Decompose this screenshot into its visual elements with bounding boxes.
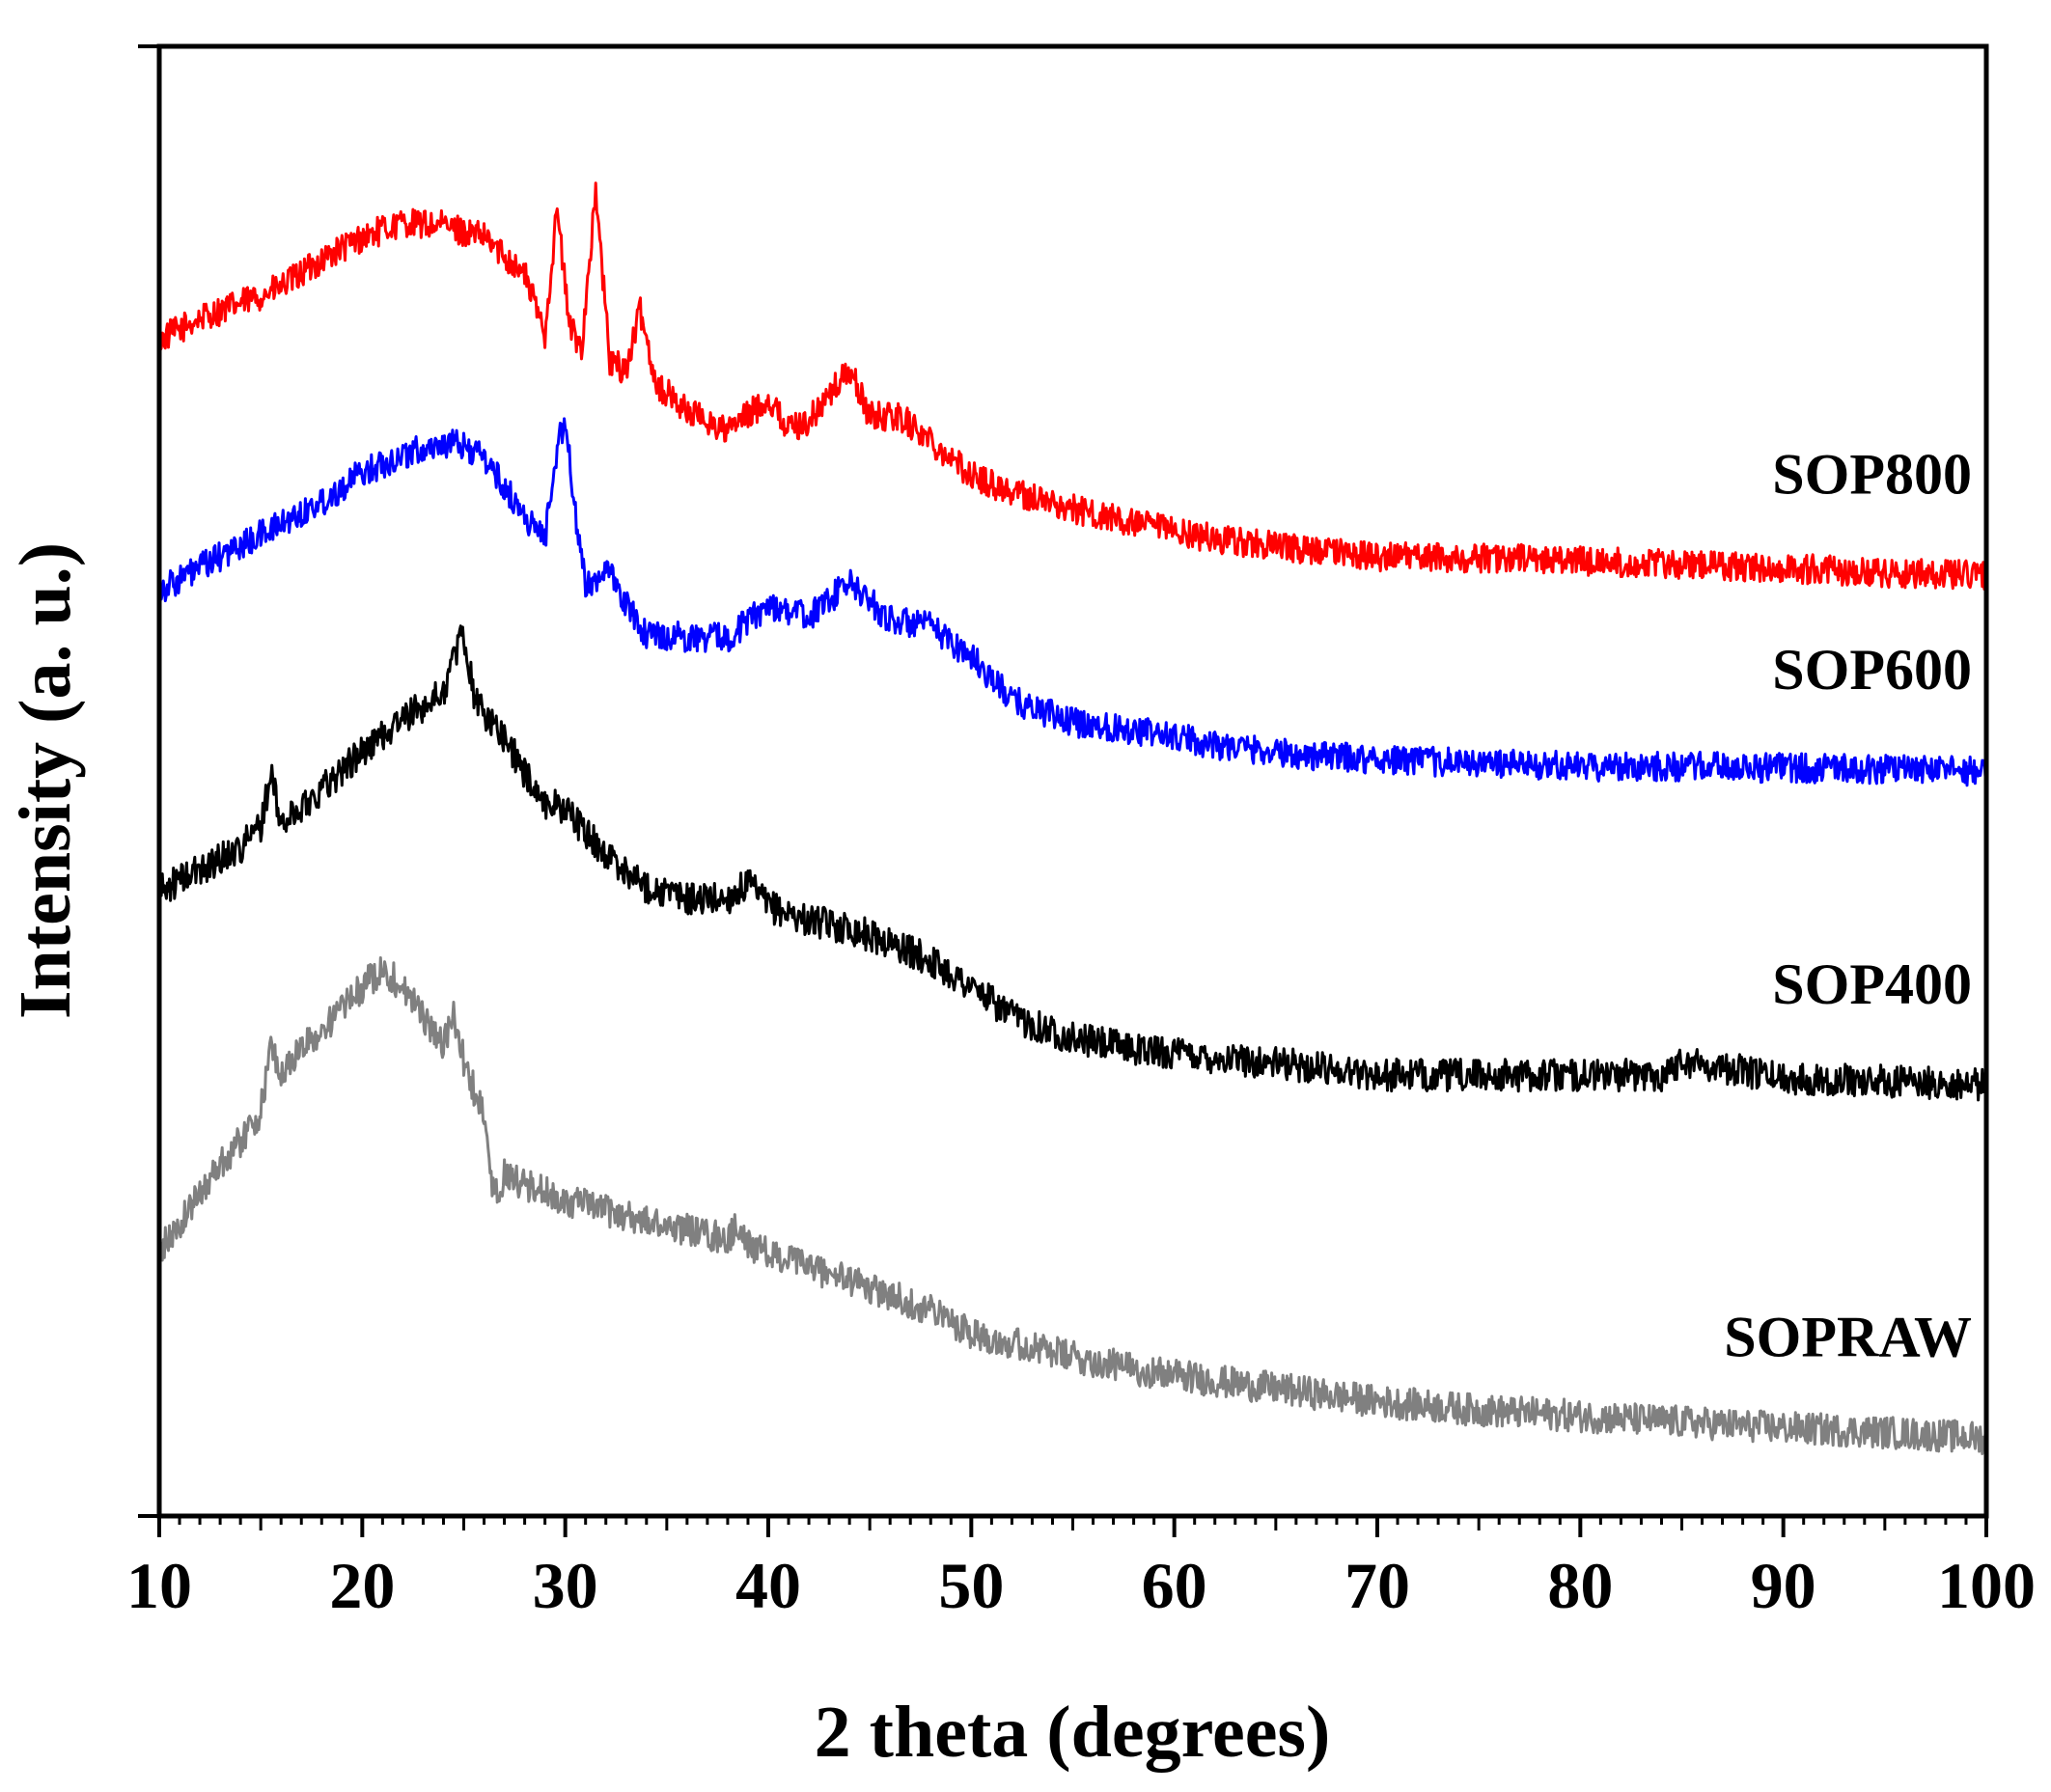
series-label-sopraw: SOPRAW (1724, 1305, 1972, 1368)
series-group (157, 181, 1988, 1455)
x-tick-label: 30 (533, 1549, 598, 1622)
series-line-sop600 (157, 417, 1988, 787)
x-tick-label: 10 (126, 1549, 192, 1622)
x-tick-label: 100 (1937, 1549, 2036, 1622)
x-tick-label: 60 (1142, 1549, 1207, 1622)
x-tick-label: 90 (1751, 1549, 1816, 1622)
series-line-sop800 (157, 181, 1988, 591)
series-label-sop800: SOP800 (1772, 442, 1972, 506)
y-axis-title: Intensity (a. u.) (5, 542, 86, 1019)
y-axis (138, 44, 159, 1518)
series-labels: SOP800 SOP600 SOP400 SOPRAW (1724, 442, 1972, 1368)
series-line-sopraw (158, 956, 1988, 1455)
plot-frame (156, 43, 1989, 1519)
x-tick-label: 40 (735, 1549, 801, 1622)
x-tick-label: 80 (1547, 1549, 1613, 1622)
x-tick-label: 20 (329, 1549, 395, 1622)
series-line-sop400 (157, 624, 1988, 1102)
x-axis-title: 2 theta (degrees) (815, 1692, 1331, 1773)
x-axis: 10 20 30 40 50 60 70 80 90 100 (126, 1516, 2036, 1622)
series-label-sop600: SOP600 (1772, 638, 1972, 702)
x-tick-label: 50 (938, 1549, 1004, 1622)
x-tick-label: 70 (1344, 1549, 1410, 1622)
series-label-sop400: SOP400 (1772, 952, 1972, 1016)
